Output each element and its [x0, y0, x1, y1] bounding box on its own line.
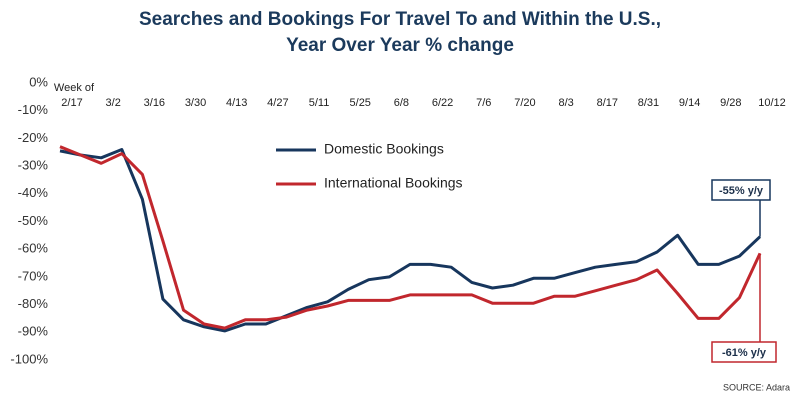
- y-tick-label: -70%: [18, 268, 49, 283]
- y-tick-label: 0%: [29, 74, 48, 89]
- y-tick-label: -80%: [18, 296, 49, 311]
- x-tick-label: 9/14: [679, 97, 700, 109]
- x-tick-label: 9/28: [720, 97, 741, 109]
- data-line: [59, 148, 762, 333]
- chart-title: Searches and Bookings For Travel To and …: [139, 9, 661, 30]
- y-tick-label: -100%: [10, 351, 48, 366]
- x-tick-label: 4/27: [267, 97, 288, 109]
- x-tick-label: 10/12: [758, 97, 786, 109]
- x-tick-label: 6/8: [394, 97, 409, 109]
- chart-title: Year Over Year % change: [286, 35, 514, 56]
- x-tick-label: 3/2: [106, 97, 121, 109]
- y-tick-label: -90%: [18, 324, 49, 339]
- x-tick-label: 8/3: [558, 97, 573, 109]
- x-tick-label: 3/16: [144, 97, 165, 109]
- x-tick-label: 8/31: [638, 97, 659, 109]
- callout-box: [711, 179, 771, 201]
- y-tick-label: -20%: [18, 130, 49, 145]
- annotation: -61% y/y: [722, 347, 767, 359]
- x-tick-label: 5/25: [350, 97, 371, 109]
- legend-label: International Bookings: [324, 175, 463, 191]
- annotation: -55% y/y: [719, 185, 764, 197]
- x-tick-label: 6/22: [432, 97, 453, 109]
- y-tick-label: -10%: [18, 102, 49, 117]
- x-tick-label: 3/30: [185, 97, 206, 109]
- x-tick-label: 8/17: [597, 97, 618, 109]
- x-tick-label: 7/6: [476, 97, 491, 109]
- x-tick-label: 2/17: [61, 97, 82, 109]
- callout-box: [711, 341, 777, 363]
- source: SOURCE: Adara: [723, 382, 790, 392]
- y-tick-label: -60%: [18, 241, 49, 256]
- y-tick-label: -40%: [18, 185, 49, 200]
- y-tick-label: -30%: [18, 158, 49, 173]
- x-tick-label: 5/11: [309, 97, 330, 109]
- legend-label: Domestic Bookings: [324, 141, 444, 157]
- data-line: [59, 145, 762, 330]
- x-axis-label: Week of: [54, 82, 95, 94]
- x-tick-label: 4/13: [226, 97, 247, 109]
- x-tick-label: 7/20: [514, 97, 535, 109]
- y-tick-label: -50%: [18, 213, 49, 228]
